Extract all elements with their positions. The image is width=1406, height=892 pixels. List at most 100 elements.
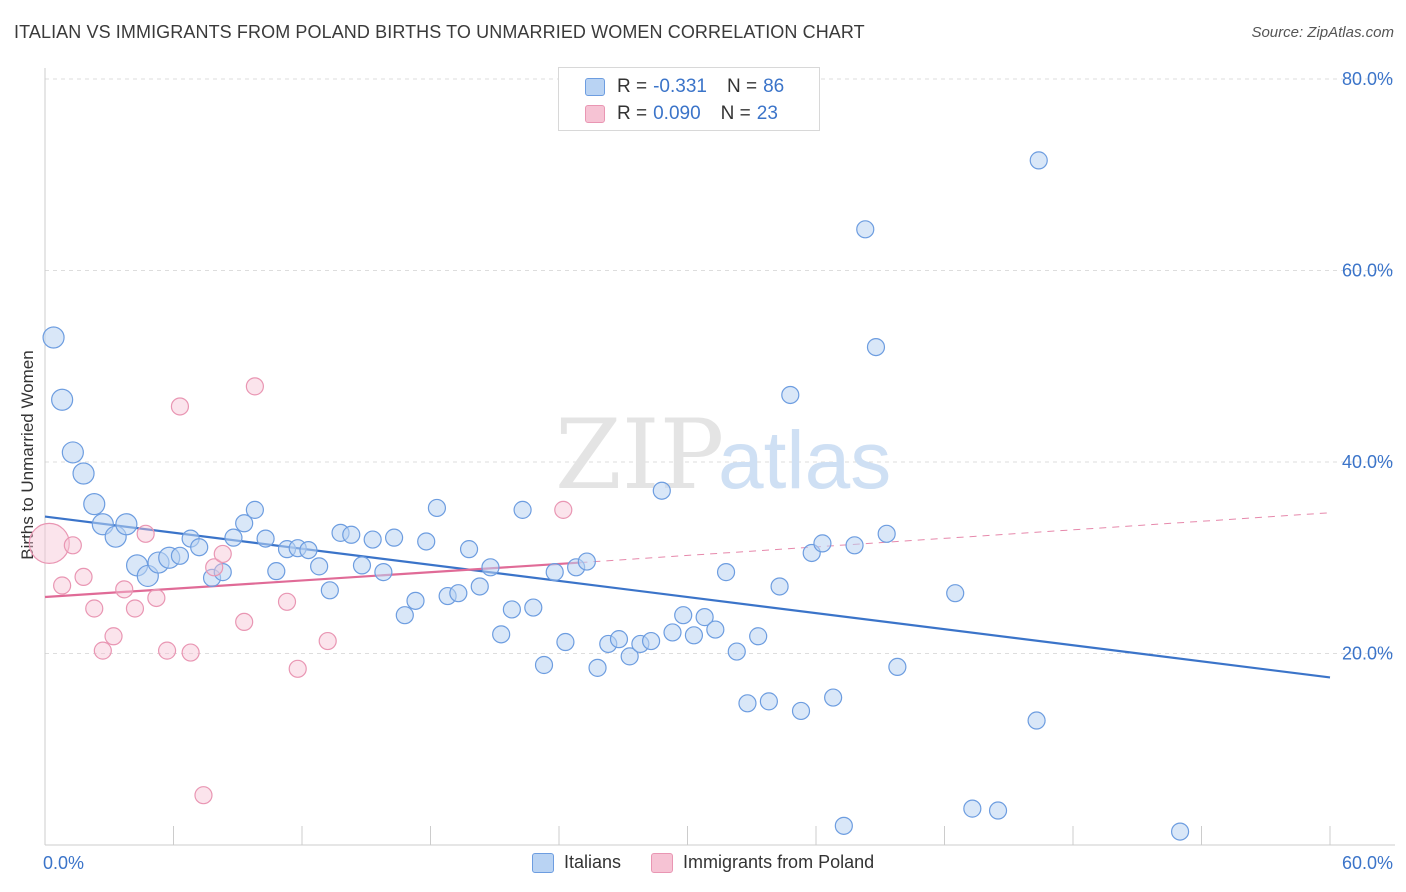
italians-point xyxy=(267,562,286,581)
italians-point xyxy=(342,525,361,544)
italians-point xyxy=(459,540,479,559)
italians-point xyxy=(684,626,704,645)
italians-point xyxy=(620,647,639,666)
poland-point xyxy=(136,524,155,543)
italians-point xyxy=(888,657,907,677)
italians-point xyxy=(384,528,404,547)
legend-label-poland: Immigrants from Poland xyxy=(683,852,875,872)
italians-point xyxy=(738,694,757,713)
italians-point xyxy=(1027,711,1046,730)
poland-trend-extension xyxy=(580,512,1331,564)
italians-point xyxy=(417,532,436,551)
poland-point xyxy=(85,599,104,618)
legend-swatch-pink xyxy=(585,105,605,123)
legend-n-value: 86 xyxy=(763,76,785,97)
legend-n-label: N = xyxy=(726,76,758,97)
italians-point xyxy=(834,816,853,835)
italians-point xyxy=(190,538,209,557)
y-tick-label: 20.0% xyxy=(1342,644,1393,664)
watermark: ZIP atlas xyxy=(555,399,891,511)
italians-point xyxy=(427,498,447,518)
italians-point xyxy=(449,584,468,603)
italians-point xyxy=(824,688,843,707)
poland-point xyxy=(245,377,264,396)
legend-r-label: R = xyxy=(617,103,648,124)
italians-point xyxy=(988,801,1008,820)
legend-label-italians: Italians xyxy=(564,852,622,872)
italians-point xyxy=(42,326,65,349)
legend-row-italians: R = -0.331 N = 86 xyxy=(585,75,784,99)
poland-point xyxy=(318,631,337,651)
poland-point xyxy=(53,576,72,595)
italians-point xyxy=(513,500,532,519)
italians-point xyxy=(1170,822,1190,841)
chart-source: Source: ZipAtlas.com xyxy=(1251,24,1394,41)
italians-point xyxy=(363,530,382,549)
italians-point xyxy=(115,513,138,536)
italians-point xyxy=(51,388,74,411)
axes xyxy=(44,68,1395,846)
poland-point xyxy=(125,599,145,618)
y-tick-label: 60.0% xyxy=(1342,261,1393,281)
italians-point xyxy=(224,528,243,547)
italians-point xyxy=(577,552,596,571)
italians-point xyxy=(320,581,339,600)
poland-point xyxy=(235,612,254,632)
italians-point xyxy=(749,627,768,646)
legend-swatch-poland xyxy=(651,852,674,873)
legend-swatch-italians xyxy=(532,852,554,873)
italians-point xyxy=(395,606,414,625)
legend-r-value: -0.331 xyxy=(653,76,707,97)
legend-row-poland: R = 0.090 N = 23 xyxy=(585,102,778,126)
poland-point xyxy=(288,659,307,678)
data-points xyxy=(28,151,1190,841)
italians-point xyxy=(856,220,875,239)
legend-n-value: 23 xyxy=(756,103,778,124)
poland-point xyxy=(28,522,70,564)
legend-r-label: R = xyxy=(617,76,648,97)
italians-point xyxy=(866,338,886,357)
italians-point xyxy=(588,658,607,677)
italians-point xyxy=(663,623,682,642)
legend-item-poland: Immigrants from Poland xyxy=(651,852,874,873)
y-tick-label: 80.0% xyxy=(1342,69,1393,89)
legend-r-value: 0.090 xyxy=(653,103,701,124)
italians-point xyxy=(83,493,106,516)
poland-point xyxy=(205,558,224,577)
x-tick-label: 0.0% xyxy=(43,853,84,873)
italians-point xyxy=(770,577,789,596)
italians-point xyxy=(406,591,425,610)
legend-n-label: N = xyxy=(720,103,751,124)
poland-point xyxy=(213,544,232,564)
poland-point xyxy=(554,500,573,519)
italians-point xyxy=(213,563,232,582)
y-tick-label: 40.0% xyxy=(1342,452,1393,472)
legend-swatch-blue xyxy=(585,78,605,96)
poland-point xyxy=(157,641,177,660)
tick-labels: 20.0% 40.0% 60.0% 80.0% 0.0% 60.0% xyxy=(43,69,1393,873)
italians-point xyxy=(781,385,800,405)
poland-point xyxy=(74,567,93,587)
italians-point xyxy=(674,606,693,625)
series-legend: Italians Immigrants from Poland xyxy=(532,852,904,873)
italians-point xyxy=(727,642,746,661)
italians-point xyxy=(706,620,725,639)
legend-item-italians: Italians xyxy=(532,852,621,873)
italians-point xyxy=(695,608,714,627)
italians-point xyxy=(61,441,84,464)
italians-point xyxy=(813,534,832,553)
italians-point xyxy=(299,540,318,560)
poland-point xyxy=(277,592,297,611)
poland-point xyxy=(170,397,190,416)
italians-point xyxy=(170,546,190,565)
poland-point xyxy=(181,643,200,662)
watermark-atlas: atlas xyxy=(718,415,891,506)
poland-point xyxy=(115,580,134,599)
italians-point xyxy=(877,524,896,543)
italians-point xyxy=(256,529,275,548)
italians-point xyxy=(481,558,500,577)
italians-point xyxy=(652,481,671,500)
italians-point xyxy=(946,584,965,603)
poland-point xyxy=(147,588,166,608)
